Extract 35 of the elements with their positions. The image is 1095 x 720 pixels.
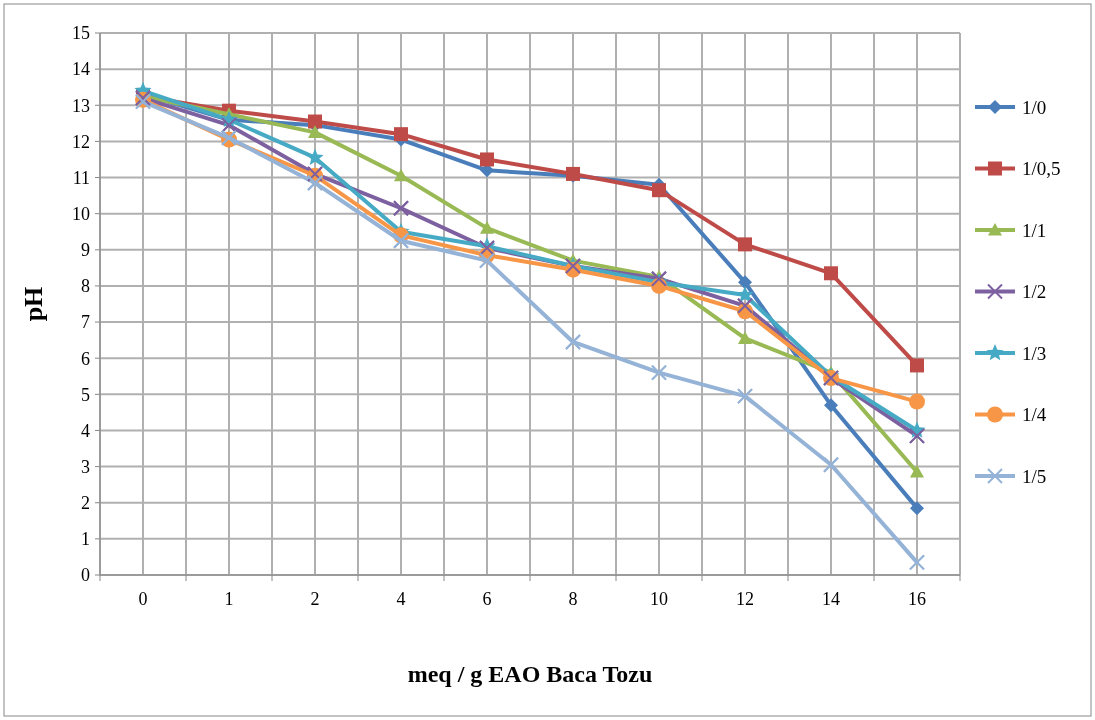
y-tick-label: 0 [81, 565, 90, 586]
x-tick-label: 16 [908, 589, 926, 609]
x-tick-label: 4 [396, 589, 406, 609]
legend-label: 1/5 [1022, 465, 1047, 487]
legend-label: 1/2 [1022, 281, 1047, 303]
y-tick-label: 12 [72, 131, 90, 152]
legend-label: 1/1 [1022, 219, 1047, 241]
y-tick-label: 6 [81, 348, 90, 369]
legend-label: 1/0,5 [1022, 158, 1061, 180]
x-tick-label: 14 [822, 589, 840, 609]
x-tick-label: 6 [482, 589, 492, 609]
y-tick-label: 9 [81, 240, 90, 261]
x-tick-label: 10 [650, 589, 668, 609]
x-tick-label: 0 [138, 589, 148, 609]
y-tick-label: 8 [81, 276, 90, 297]
y-tick-label: 1 [81, 529, 90, 550]
x-tick-label: 12 [736, 589, 754, 609]
y-axis-title: pH [19, 286, 48, 322]
x-tick-label: 8 [568, 589, 578, 609]
legend-label: 1/0 [1022, 96, 1047, 118]
x-tick-label: 1 [224, 589, 234, 609]
y-tick-label: 7 [81, 312, 90, 333]
y-tick-label: 11 [72, 167, 90, 188]
y-tick-label: 15 [72, 23, 90, 44]
y-tick-label: 13 [72, 95, 90, 116]
y-tick-label: 4 [81, 420, 90, 441]
x-tick-label: 2 [310, 589, 320, 609]
legend-label: 1/3 [1022, 342, 1047, 364]
y-tick-label: 10 [72, 203, 90, 224]
y-tick-label: 14 [72, 59, 90, 80]
y-tick-label: 5 [81, 384, 90, 405]
legend-label: 1/4 [1022, 404, 1047, 426]
y-tick-label: 2 [81, 493, 90, 514]
y-tick-label: 3 [81, 456, 90, 477]
x-axis-title: meq / g EAO Baca Tozu [407, 661, 653, 687]
